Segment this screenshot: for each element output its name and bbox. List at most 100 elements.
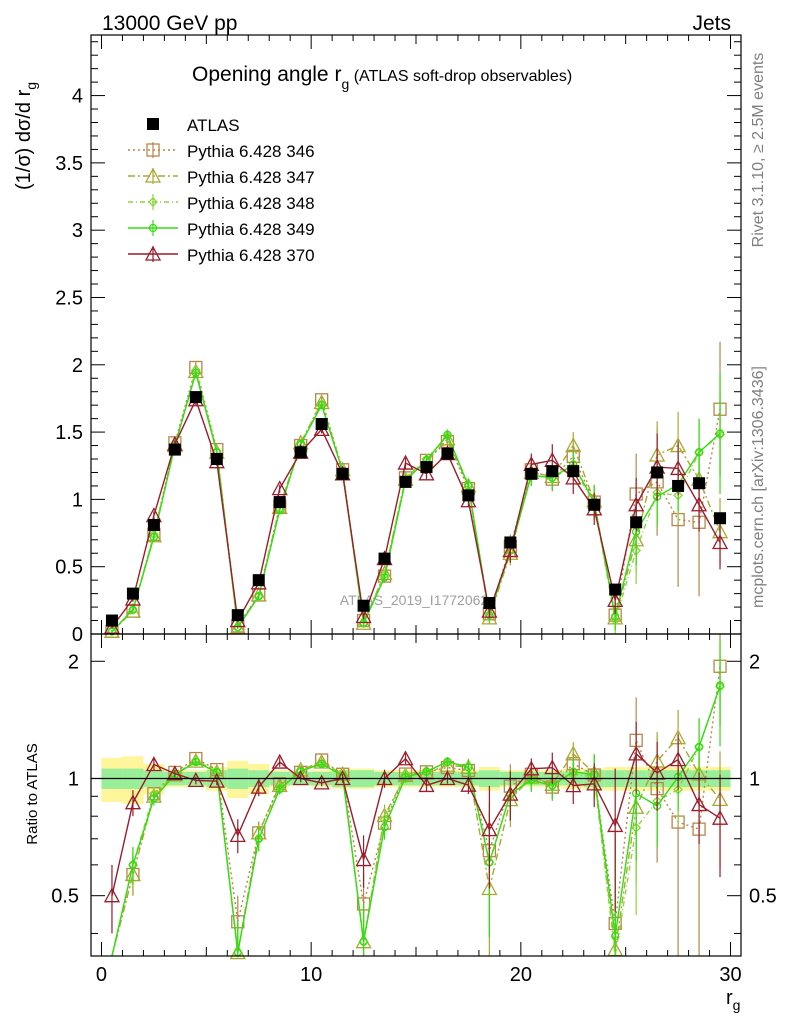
legend-349-label: Pythia 6.428 349	[187, 220, 315, 239]
series-349-point	[191, 368, 200, 378]
series-349-ratio-point	[359, 937, 368, 946]
series-349-point	[128, 605, 138, 614]
chart-title: Opening angle rg (ATLAS soft-drop observ…	[192, 63, 572, 92]
series-349-ratio-point	[443, 757, 452, 766]
y-axis-label: (1/σ) dσ/d rg	[13, 82, 39, 190]
atlas-data-point	[357, 599, 370, 612]
series-349-ratio-point	[296, 766, 305, 776]
series-370-ratio-point	[544, 759, 561, 775]
y-tick-label: 3	[72, 220, 83, 242]
atlas-data-point	[462, 489, 475, 502]
legend: ATLAS Pythia 6.428 346 Pythia 6.428 347 Pyt…	[128, 116, 315, 265]
series-349-line	[111, 370, 721, 632]
series-370-ratio-point	[586, 775, 603, 791]
series-349-ratio-point	[464, 763, 473, 772]
atlas-data-point	[651, 466, 664, 479]
series-370-ratio-point	[271, 753, 288, 769]
series-349-ratio-point	[275, 785, 284, 794]
series-348-ratio-point	[442, 757, 453, 768]
series-370-ratio-point	[103, 887, 121, 903]
series-349-ratio-point	[422, 767, 431, 776]
series-370-ratio-point	[523, 760, 540, 776]
series-370-ratio-point	[124, 794, 142, 810]
ratio-frame	[90, 633, 742, 957]
ratio-axis-label: Ratio to ATLAS	[24, 743, 41, 844]
series-370-ratio-point	[711, 809, 729, 825]
atlas-data-point	[315, 418, 328, 431]
series-349-ratio-point	[380, 822, 389, 832]
series-349-ratio-point	[317, 759, 326, 769]
series-370-point	[711, 534, 729, 550]
atlas-data-point	[588, 498, 601, 511]
series-349-ratio-point	[694, 742, 704, 752]
y-tick-label: 2.5	[55, 287, 83, 309]
atlas-data-point	[294, 446, 307, 459]
atlas-data-point	[126, 587, 139, 600]
atlas-data-point	[420, 461, 433, 474]
atlas-data-point	[378, 552, 391, 565]
legend-347-label: Pythia 6.428 347	[187, 168, 315, 187]
series-370-ratio-point	[187, 772, 204, 788]
series-370-ratio-point	[418, 777, 435, 793]
atlas-data-point	[399, 475, 412, 488]
series-370-ratio-point	[607, 817, 624, 833]
series-349-ratio-point	[254, 834, 263, 843]
atlas-data-point	[525, 467, 538, 480]
atlas-data-point	[105, 614, 118, 627]
series-349-point	[317, 401, 326, 410]
series-349-ratio-point	[401, 772, 410, 782]
series-349-point	[380, 573, 389, 582]
series-370-ratio-point	[628, 745, 645, 761]
series-348-ratio-line	[111, 686, 721, 957]
series-370-point	[418, 465, 435, 481]
series-370-ratio-point	[690, 796, 708, 812]
series-349-ratio-point	[212, 767, 221, 777]
y-tick-label: 2	[72, 355, 83, 377]
atlas-data-point	[336, 467, 349, 480]
mcplots-label: mcplots.cern.ch [arXiv:1306.3436]	[750, 366, 767, 608]
series-349-ratio-point	[611, 931, 620, 941]
series-349-point	[254, 592, 263, 601]
series-370-ratio-point	[355, 851, 372, 867]
series-349-point	[233, 623, 242, 632]
legend-370-marker	[144, 245, 162, 261]
series-349-point	[715, 429, 725, 438]
atlas-data-point	[189, 391, 202, 404]
series-370-ratio-point	[208, 772, 225, 788]
analysis-watermark: ATLAS_2019_I1772062	[340, 592, 489, 608]
series-346-line	[111, 364, 721, 632]
series-370-ratio-point	[145, 756, 162, 772]
series-349-point	[694, 448, 704, 457]
atlas-data-point	[672, 479, 685, 492]
series-349-ratio-point	[128, 860, 138, 870]
series-370-ratio-point	[460, 776, 477, 792]
ratio-tick-label: 0.5	[51, 886, 79, 908]
series-370-point	[502, 542, 519, 558]
atlas-data-point	[567, 465, 580, 478]
atlas-data-point	[231, 609, 244, 622]
ratio-tick-label: 2	[68, 651, 79, 673]
series-370-point	[355, 608, 372, 624]
series-370-point	[628, 496, 645, 512]
series-370-point	[271, 480, 288, 496]
series-370-point	[103, 618, 121, 634]
series-370-ratio-point	[670, 751, 687, 767]
atlas-data-point	[168, 443, 181, 456]
series-370-point	[670, 460, 687, 476]
x-tick-label: 20	[510, 964, 532, 986]
y-tick-label: 1	[72, 489, 83, 511]
series-370-ratio-point	[229, 827, 246, 843]
series-349-ratio-point	[191, 757, 200, 767]
series-370-point	[397, 454, 414, 470]
series-349-point	[359, 619, 368, 628]
atlas-data-point	[147, 518, 160, 531]
x-tick-label: 30	[719, 964, 741, 986]
legend-346-label: Pythia 6.428 346	[187, 142, 315, 161]
y-tick-label: 3.5	[55, 153, 83, 175]
y-tick-label: 0	[72, 624, 83, 646]
legend-347-marker	[144, 167, 162, 183]
atlas-data-point	[252, 574, 265, 587]
series-346-ratio-line	[111, 666, 721, 957]
y-tick-label: 1.5	[55, 422, 83, 444]
